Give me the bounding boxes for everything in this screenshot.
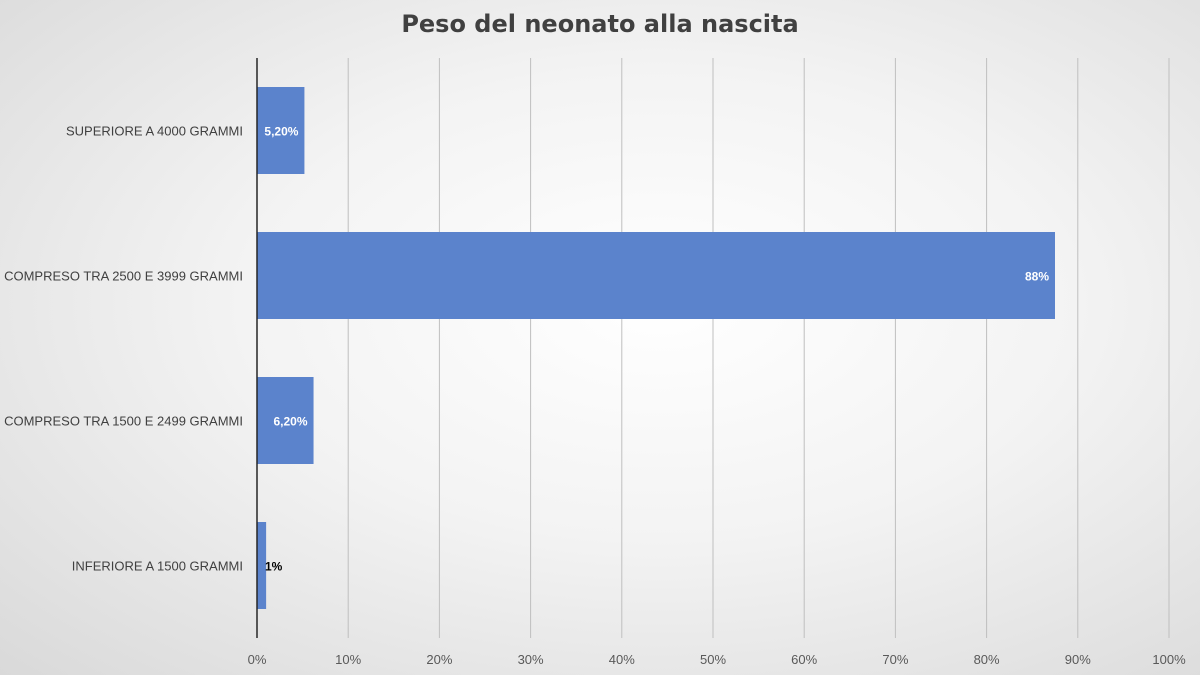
x-tick-label: 40% xyxy=(609,652,635,667)
category-label: COMPRESO TRA 1500 E 2499 GRAMMI xyxy=(4,414,243,429)
x-tick-label: 30% xyxy=(518,652,544,667)
category-label: COMPRESO TRA 2500 E 3999 GRAMMI xyxy=(4,269,243,284)
category-label: SUPERIORE A 4000 GRAMMI xyxy=(66,124,243,139)
bar xyxy=(257,377,314,464)
x-tick-label: 10% xyxy=(335,652,361,667)
labels: 0% 10% 20% 30% 40% 50% 60% 70% 80% 90% 100% SUPERIO… xyxy=(4,124,1186,668)
x-tick-label: 100% xyxy=(1152,652,1186,667)
x-tick-label: 50% xyxy=(700,652,726,667)
category-label: INFERIORE A 1500 GRAMMI xyxy=(72,559,243,574)
gridlines xyxy=(347,58,1170,638)
data-label: 6,20% xyxy=(274,415,308,429)
x-tick-label: 20% xyxy=(426,652,452,667)
data-label: 1% xyxy=(265,560,283,574)
bar xyxy=(257,87,305,174)
x-tick-label: 90% xyxy=(1065,652,1091,667)
data-label: 88% xyxy=(1025,270,1049,284)
data-label: 5,20% xyxy=(264,125,298,139)
chart-title: Peso del neonato alla nascita xyxy=(401,10,799,38)
x-tick-label: 80% xyxy=(974,652,1000,667)
bar xyxy=(257,232,1055,319)
bar xyxy=(257,522,267,609)
x-tick-label: 70% xyxy=(882,652,908,667)
bars xyxy=(257,87,1055,609)
x-tick-label: 60% xyxy=(791,652,817,667)
x-tick-label: 0% xyxy=(248,652,267,667)
